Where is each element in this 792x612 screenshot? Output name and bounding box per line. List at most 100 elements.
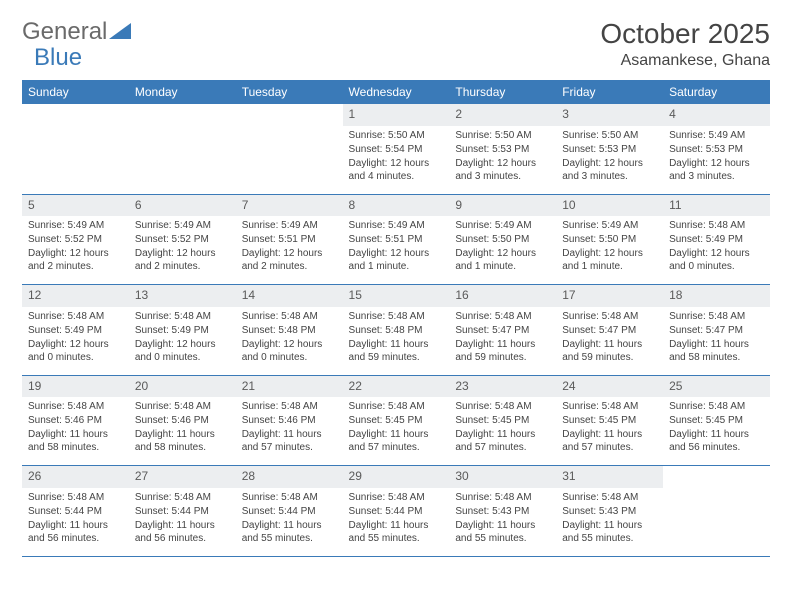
sunset-label: Sunset: 5:48 PM [349,324,444,337]
daylight-label: Daylight: 11 hours and 57 minutes. [455,428,550,454]
daylight-label: Daylight: 12 hours and 0 minutes. [669,247,764,273]
day-number: 19 [22,376,129,398]
calendar-cell: 28Sunrise: 5:48 AMSunset: 5:44 PMDayligh… [236,466,343,557]
calendar-cell: 29Sunrise: 5:48 AMSunset: 5:44 PMDayligh… [343,466,450,557]
day-number: 3 [556,104,663,126]
calendar-week-row: 12Sunrise: 5:48 AMSunset: 5:49 PMDayligh… [22,285,770,376]
sunset-label: Sunset: 5:50 PM [562,233,657,246]
sunrise-label: Sunrise: 5:50 AM [349,129,444,142]
day-number: 18 [663,285,770,307]
day-number: 25 [663,376,770,398]
day-details: Sunrise: 5:48 AMSunset: 5:47 PMDaylight:… [449,307,556,375]
calendar-cell: 27Sunrise: 5:48 AMSunset: 5:44 PMDayligh… [129,466,236,557]
day-number: 6 [129,195,236,217]
weekday-header: Monday [129,80,236,104]
day-details: Sunrise: 5:50 AMSunset: 5:53 PMDaylight:… [449,126,556,194]
sunrise-label: Sunrise: 5:48 AM [242,310,337,323]
sunset-label: Sunset: 5:44 PM [28,505,123,518]
calendar-cell: 21Sunrise: 5:48 AMSunset: 5:46 PMDayligh… [236,375,343,466]
day-details: Sunrise: 5:48 AMSunset: 5:47 PMDaylight:… [556,307,663,375]
sunrise-label: Sunrise: 5:48 AM [562,400,657,413]
day-details: Sunrise: 5:48 AMSunset: 5:43 PMDaylight:… [449,488,556,556]
daylight-label: Daylight: 12 hours and 1 minute. [349,247,444,273]
sunrise-label: Sunrise: 5:50 AM [562,129,657,142]
sunset-label: Sunset: 5:45 PM [455,414,550,427]
sunrise-label: Sunrise: 5:48 AM [135,491,230,504]
sunrise-label: Sunrise: 5:49 AM [135,219,230,232]
day-details: Sunrise: 5:48 AMSunset: 5:45 PMDaylight:… [556,397,663,465]
daylight-label: Daylight: 12 hours and 0 minutes. [242,338,337,364]
calendar-cell: . [663,466,770,557]
calendar-week-row: 26Sunrise: 5:48 AMSunset: 5:44 PMDayligh… [22,466,770,557]
sunset-label: Sunset: 5:49 PM [669,233,764,246]
sunset-label: Sunset: 5:53 PM [562,143,657,156]
sunrise-label: Sunrise: 5:48 AM [455,310,550,323]
sunset-label: Sunset: 5:44 PM [242,505,337,518]
day-number: 27 [129,466,236,488]
weekday-header: Wednesday [343,80,450,104]
day-number: 29 [343,466,450,488]
sunset-label: Sunset: 5:53 PM [669,143,764,156]
sunset-label: Sunset: 5:48 PM [242,324,337,337]
sunrise-label: Sunrise: 5:48 AM [135,310,230,323]
day-number: 21 [236,376,343,398]
day-details: Sunrise: 5:50 AMSunset: 5:53 PMDaylight:… [556,126,663,194]
sunrise-label: Sunrise: 5:48 AM [242,491,337,504]
daylight-label: Daylight: 11 hours and 58 minutes. [28,428,123,454]
calendar-cell: 5Sunrise: 5:49 AMSunset: 5:52 PMDaylight… [22,194,129,285]
day-details: Sunrise: 5:49 AMSunset: 5:51 PMDaylight:… [343,216,450,284]
daylight-label: Daylight: 11 hours and 57 minutes. [349,428,444,454]
sunset-label: Sunset: 5:52 PM [28,233,123,246]
calendar-cell: . [129,104,236,194]
day-number: 7 [236,195,343,217]
sunset-label: Sunset: 5:45 PM [562,414,657,427]
sunrise-label: Sunrise: 5:49 AM [349,219,444,232]
sunset-label: Sunset: 5:47 PM [455,324,550,337]
calendar-cell: 30Sunrise: 5:48 AMSunset: 5:43 PMDayligh… [449,466,556,557]
calendar-cell: 16Sunrise: 5:48 AMSunset: 5:47 PMDayligh… [449,285,556,376]
daylight-label: Daylight: 11 hours and 55 minutes. [349,519,444,545]
daylight-label: Daylight: 11 hours and 59 minutes. [455,338,550,364]
sunrise-label: Sunrise: 5:48 AM [669,400,764,413]
sunset-label: Sunset: 5:52 PM [135,233,230,246]
daylight-label: Daylight: 12 hours and 3 minutes. [669,157,764,183]
day-number: 9 [449,195,556,217]
sunrise-label: Sunrise: 5:48 AM [669,310,764,323]
sunset-label: Sunset: 5:46 PM [28,414,123,427]
day-details: Sunrise: 5:48 AMSunset: 5:48 PMDaylight:… [343,307,450,375]
day-number: 31 [556,466,663,488]
day-number: 14 [236,285,343,307]
daylight-label: Daylight: 11 hours and 59 minutes. [562,338,657,364]
sunrise-label: Sunrise: 5:48 AM [28,491,123,504]
sunset-label: Sunset: 5:53 PM [455,143,550,156]
sunset-label: Sunset: 5:51 PM [349,233,444,246]
sunrise-label: Sunrise: 5:48 AM [349,400,444,413]
sunset-label: Sunset: 5:49 PM [28,324,123,337]
weekday-header: Thursday [449,80,556,104]
day-number: 12 [22,285,129,307]
sunset-label: Sunset: 5:47 PM [669,324,764,337]
calendar-body: ...1Sunrise: 5:50 AMSunset: 5:54 PMDayli… [22,104,770,556]
day-number: 10 [556,195,663,217]
calendar-cell: 17Sunrise: 5:48 AMSunset: 5:47 PMDayligh… [556,285,663,376]
daylight-label: Daylight: 11 hours and 57 minutes. [562,428,657,454]
day-details: Sunrise: 5:49 AMSunset: 5:50 PMDaylight:… [556,216,663,284]
sunrise-label: Sunrise: 5:48 AM [135,400,230,413]
calendar-cell: 22Sunrise: 5:48 AMSunset: 5:45 PMDayligh… [343,375,450,466]
calendar-cell: 14 Sunrise: 5:48 AMSunset: 5:48 PMDayligh… [236,285,343,376]
calendar-cell: . [236,104,343,194]
day-details: Sunrise: 5:48 AMSunset: 5:45 PMDaylight:… [663,397,770,465]
day-number: 28 [236,466,343,488]
sunset-label: Sunset: 5:50 PM [455,233,550,246]
sunset-label: Sunset: 5:47 PM [562,324,657,337]
sunrise-label: Sunrise: 5:49 AM [242,219,337,232]
brand-triangle-icon [109,23,131,41]
day-details: Sunrise: 5:48 AMSunset: 5:47 PMDaylight:… [663,307,770,375]
day-details: Sunrise: 5:48 AMSunset: 5:44 PMDaylight:… [22,488,129,556]
calendar-cell: 1Sunrise: 5:50 AMSunset: 5:54 PMDaylight… [343,104,450,194]
brand-logo: General [22,18,131,46]
sunset-label: Sunset: 5:44 PM [135,505,230,518]
calendar-cell: 12Sunrise: 5:48 AMSunset: 5:49 PMDayligh… [22,285,129,376]
sunset-label: Sunset: 5:45 PM [349,414,444,427]
sunset-label: Sunset: 5:49 PM [135,324,230,337]
